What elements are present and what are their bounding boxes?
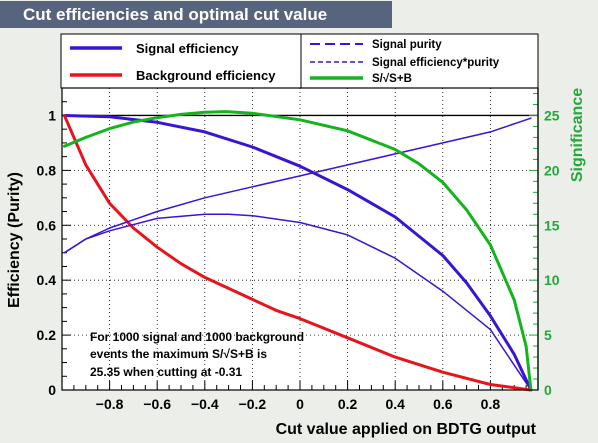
y-right-tick-label: 20: [544, 162, 560, 178]
note-line-3: 25.35 when cutting at -0.31: [90, 365, 242, 379]
y-right-tick-label: 5: [544, 327, 552, 343]
x-tick-label: −0.6: [143, 396, 171, 412]
series-line-signal-efficiency: [62, 114, 533, 392]
x-tick-label: 0.6: [433, 396, 453, 412]
y-axis-title: Efficiency (Purity): [6, 172, 23, 308]
y-tick-label: 0: [48, 382, 56, 398]
axis-ticks: −0.8 −0.6 −0.4 −0.2 0 0.2 0.4 0.6 0.8 0 0.2 0.4 0.6 0…: [37, 88, 560, 412]
legend-label-significance: S/√S+B: [372, 72, 412, 85]
plot-area: [61, 87, 539, 391]
grid-lines: [62, 88, 538, 390]
y-tick-label: 1: [48, 107, 56, 123]
series-line-signal-purity: [63, 117, 532, 254]
x-tick-label: 0.4: [385, 396, 405, 412]
y-tick-label: 0.6: [37, 217, 57, 233]
x-tick-label: 0: [296, 396, 304, 412]
series-line-background-efficiency: [62, 114, 533, 392]
chart-title: Cut efficiencies and optimal cut value: [23, 5, 327, 24]
note-line-1: For 1000 signal and 1000 background: [90, 330, 304, 344]
y-right-tick-label: 10: [544, 272, 560, 288]
series-line-s-s-b: [62, 110, 533, 392]
series-line-signal-efficiency-purity: [63, 213, 532, 391]
y-tick-label: 0.4: [37, 272, 57, 288]
x-axis-title: Cut value applied on BDTG output: [276, 421, 537, 438]
x-tick-label: 0.2: [338, 396, 358, 412]
data-series: [62, 110, 533, 392]
y-right-tick-label: 15: [544, 217, 560, 233]
y-tick-label: 0.8: [37, 162, 57, 178]
legend-box: [60, 33, 539, 89]
x-tick-label: −0.2: [239, 396, 267, 412]
y-axis-right-title: Significance: [569, 88, 586, 182]
legend-label-signal-efficiency: Signal efficiency: [136, 41, 239, 56]
title-bar: [0, 1, 392, 28]
x-tick-label: −0.4: [191, 396, 219, 412]
y-right-tick-label: 0: [544, 382, 552, 398]
x-tick-label: 0.8: [481, 396, 501, 412]
legend-label-background-efficiency: Background efficiency: [136, 68, 276, 83]
note-line-2: events the maximum S/√S+B is: [90, 347, 267, 361]
legend-label-signal-purity: Signal purity: [372, 39, 442, 51]
y-right-tick-label: 25: [544, 107, 560, 123]
legend-label-signal-eff-purity: Signal efficiency*purity: [372, 57, 500, 69]
y-tick-label: 0.2: [37, 327, 57, 343]
x-tick-label: −0.8: [96, 396, 124, 412]
plot-frame: [61, 87, 539, 391]
